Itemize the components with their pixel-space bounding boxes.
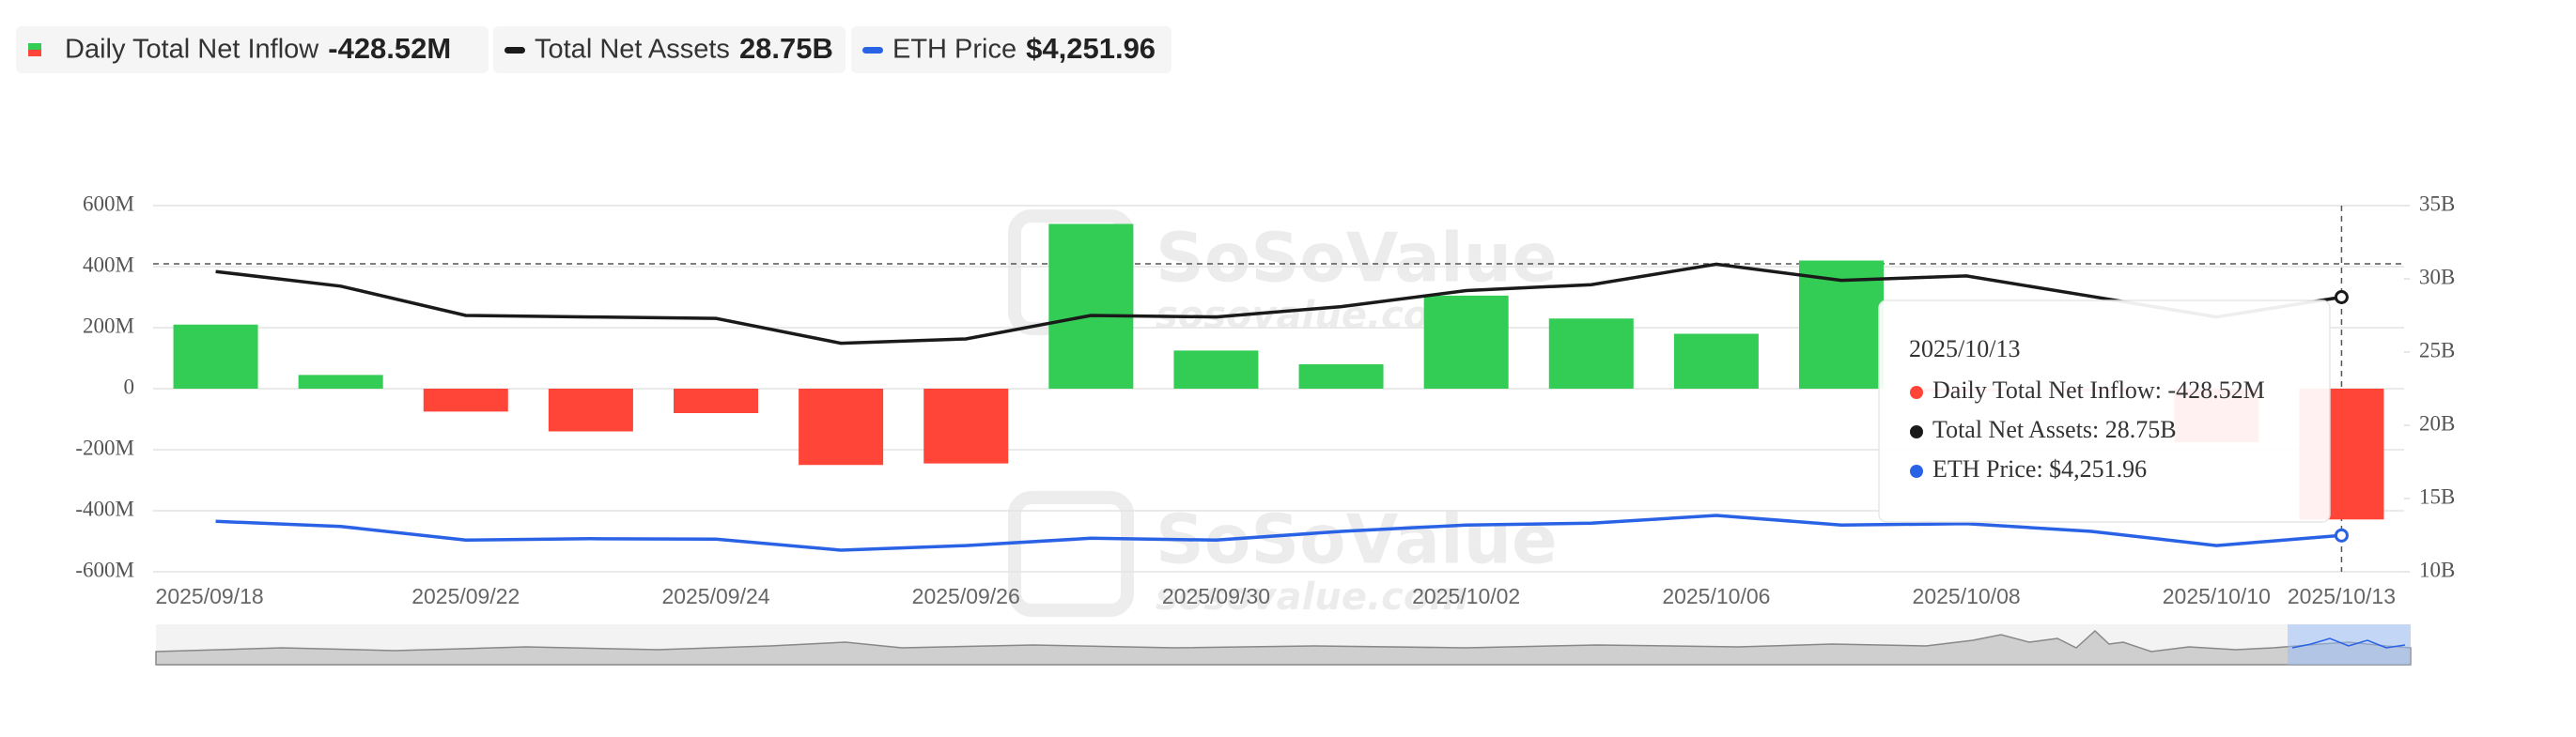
- y2-tick-label: 25B: [2419, 338, 2455, 361]
- y-tick-label: -200M: [75, 436, 134, 459]
- hover-marker: [2334, 528, 2349, 543]
- y2-tick-label: 30B: [2419, 265, 2455, 288]
- legend-icon-up: [28, 43, 41, 50]
- hover-marker: [2334, 290, 2349, 304]
- y-tick-label: 0: [124, 375, 135, 398]
- legend-item-bg: [493, 26, 846, 73]
- legend-name: Daily Total Net Inflow: [65, 35, 319, 65]
- legend-item-bg: [851, 26, 1172, 73]
- navigator: [155, 624, 2412, 666]
- x-tick-label: 2025/09/22: [411, 584, 520, 608]
- y-tick-label: 600M: [83, 192, 134, 215]
- tooltip-dot: [1910, 386, 1923, 399]
- x-tick-label: 2025/10/13: [2288, 584, 2396, 608]
- bar: [1173, 350, 1259, 389]
- y-tick-label: 200M: [83, 314, 134, 337]
- tooltip-line: Daily Total Net Inflow: -428.52M: [1932, 376, 2265, 404]
- tooltip-title: 2025/10/13: [1909, 335, 2020, 362]
- bar: [298, 375, 383, 389]
- tooltip-line: Total Net Assets: 28.75B: [1932, 416, 2177, 443]
- tooltip-dot: [1910, 465, 1923, 478]
- bar: [799, 389, 884, 466]
- legend-header: Daily Total Net Inflow -428.52M Total Net …: [16, 26, 1172, 73]
- bar: [1548, 318, 1634, 389]
- x-tick-label: 2025/10/06: [1662, 584, 1770, 608]
- legend-value: $4,251.96: [1026, 32, 1156, 65]
- tooltip-line: ETH Price: $4,251.96: [1932, 455, 2147, 483]
- watermark-logo: [1008, 491, 1134, 617]
- y-tick-label: -400M: [75, 497, 134, 520]
- x-tick-label: 2025/09/24: [661, 584, 769, 608]
- legend-icon: [504, 47, 525, 54]
- watermark: SoSoValue: [1156, 219, 1558, 298]
- y2-tick-label: 10B: [2419, 558, 2455, 581]
- legend-icon: [862, 47, 883, 54]
- bar: [423, 389, 508, 412]
- bar: [923, 389, 1009, 464]
- legend-value: -428.52M: [328, 32, 451, 65]
- watermark-url: sosovalue.com: [1156, 576, 1468, 619]
- y2-tick-label: 20B: [2419, 411, 2455, 435]
- y-tick-label: 400M: [83, 253, 134, 276]
- bar: [1298, 364, 1384, 389]
- y2-tick-label: 15B: [2419, 484, 2455, 508]
- plot-area: SoSoValuesosovalue.comSoSoValuesosovalue…: [75, 192, 2455, 619]
- legend-value: 28.75B: [739, 32, 833, 65]
- tooltip-layer: 2025/10/13 Daily Total Net Inflow: -428.5…: [1878, 299, 2331, 523]
- x-tick-label: 2025/10/10: [2163, 584, 2271, 608]
- bar: [173, 324, 258, 389]
- navigator-selection-line: [2291, 637, 2406, 649]
- x-tick-label: 2025/10/02: [1412, 584, 1520, 608]
- y2-tick-label: 35B: [2419, 192, 2455, 215]
- bar: [548, 389, 633, 432]
- bar: [674, 389, 758, 413]
- tooltip-dot: [1910, 425, 1923, 438]
- x-tick-label: 2025/09/18: [156, 584, 264, 608]
- y-tick-label: -600M: [75, 558, 134, 581]
- line-series: [215, 514, 2342, 552]
- bar: [1673, 333, 1759, 389]
- bar: [1423, 295, 1509, 389]
- tooltip-box: [1878, 299, 2331, 523]
- legend-item-bg: [16, 26, 489, 73]
- x-tick-label: 2025/09/26: [912, 584, 1020, 608]
- line-series: [215, 262, 2342, 345]
- legend-name: ETH Price: [892, 35, 1016, 65]
- legend-name: Total Net Assets: [535, 35, 730, 65]
- bar: [1048, 223, 1134, 389]
- legend-icon-down: [28, 50, 41, 56]
- x-tick-label: 2025/10/08: [1913, 584, 2021, 608]
- x-tick-label: 2025/09/30: [1162, 584, 1270, 608]
